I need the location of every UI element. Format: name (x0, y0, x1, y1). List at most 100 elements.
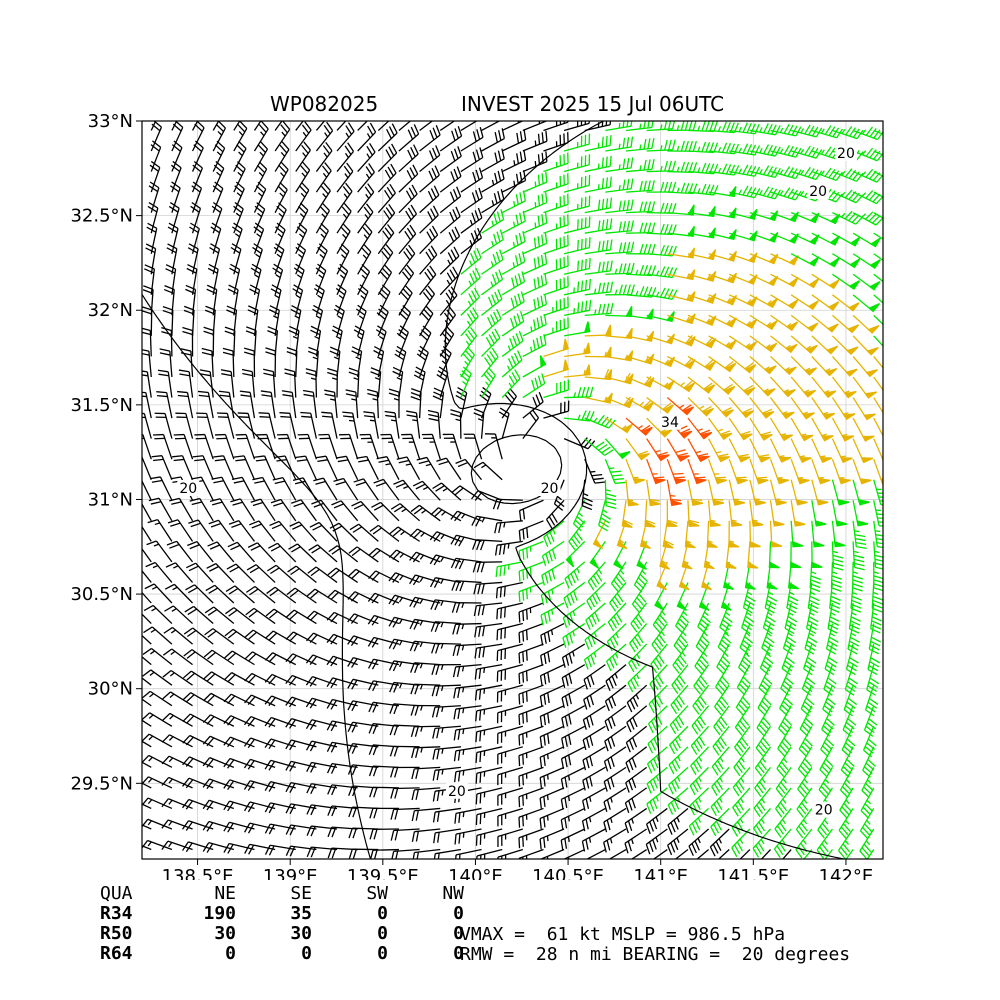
barb-staff (393, 638, 420, 645)
barb-half-flag (330, 398, 336, 401)
barb-full-flag (413, 124, 420, 135)
barb-full-flag (434, 165, 440, 176)
barb-staff (232, 628, 255, 645)
barb-staff (398, 133, 420, 152)
barb-half-flag (338, 294, 344, 299)
barb-full-flag (284, 368, 295, 373)
barb-full-flag (185, 584, 195, 591)
barb-half-flag (357, 335, 363, 340)
wind-barb (376, 456, 400, 481)
barb-full-flag (202, 714, 211, 723)
barb-half-flag (299, 233, 304, 238)
barb-staff (243, 455, 256, 480)
barb-full-flag (431, 167, 437, 179)
barb-full-flag (524, 109, 526, 119)
wind-barb (225, 585, 255, 604)
barb-staff (270, 392, 276, 419)
barb-half-flag (302, 152, 307, 158)
barb-full-flag (243, 737, 252, 747)
wind-barb (190, 201, 202, 234)
barb-staff (311, 783, 338, 789)
barb-full-flag (167, 243, 178, 250)
barb-full-flag (601, 136, 604, 148)
barb-full-flag (412, 164, 419, 175)
barb-full-flag (302, 389, 314, 393)
barb-full-flag (518, 776, 521, 787)
barb-staff (234, 585, 255, 604)
barb-staff (320, 499, 338, 522)
barb-full-flag (233, 455, 245, 458)
barb-staff (355, 392, 359, 419)
barb-full-flag (349, 102, 354, 111)
barb-staff (372, 848, 399, 851)
wind-barb (244, 822, 276, 834)
barb-full-flag (191, 201, 201, 209)
barb-full-flag (258, 124, 267, 133)
wind-barb (377, 264, 393, 296)
barb-full-flag (186, 629, 197, 638)
barb-full-flag (224, 650, 233, 659)
barb-full-flag (351, 701, 358, 712)
barb-full-flag (223, 715, 232, 725)
barb-half-flag (129, 736, 133, 740)
barb-half-flag (740, 859, 742, 864)
barb-full-flag (208, 587, 219, 594)
wind-barb (300, 411, 318, 439)
barb-staff (252, 651, 276, 666)
barb-full-flag (692, 864, 696, 874)
barb-staff (171, 309, 174, 336)
barb-full-flag (348, 806, 353, 818)
wind-barb (231, 222, 243, 254)
barb-full-flag (244, 651, 253, 660)
barb-half-flag (148, 735, 154, 741)
barb-staff (294, 587, 317, 604)
barb-staff (166, 392, 173, 419)
barb-full-flag (343, 202, 352, 212)
barb-staff (419, 174, 440, 193)
barb-full-flag (125, 562, 135, 566)
barb-full-flag (369, 787, 374, 798)
barb-full-flag (388, 617, 395, 627)
wind-barb (268, 542, 297, 563)
wind-barb (419, 265, 437, 296)
barb-staff (177, 519, 194, 542)
barb-staff (191, 649, 214, 666)
barb-staff (253, 148, 269, 172)
wind-barb (284, 368, 297, 398)
wind-barb (206, 563, 235, 583)
barb-full-flag (190, 522, 201, 528)
barb-staff (295, 149, 311, 172)
barb-full-flag (193, 160, 203, 169)
barb-staff (171, 248, 178, 275)
barb-staff (171, 127, 184, 152)
barb-full-flag (310, 325, 321, 332)
barb-full-flag (373, 808, 378, 819)
barb-full-flag (227, 674, 236, 683)
barb-staff (175, 562, 194, 583)
barb-full-flag (402, 288, 411, 297)
barb-full-flag (362, 226, 371, 236)
barb-full-flag (151, 455, 163, 458)
barb-full-flag (372, 549, 381, 558)
barb-full-flag (206, 673, 216, 682)
barb-full-flag (276, 222, 286, 231)
barb-half-flag (148, 756, 153, 762)
barb-full-flag (121, 734, 129, 741)
wind-barb (142, 698, 152, 707)
barb-staff (186, 392, 194, 419)
barb-staff (142, 803, 152, 810)
barb-full-flag (518, 673, 521, 685)
wind-barb (175, 412, 194, 439)
barb-full-flag (201, 347, 213, 352)
barb-staff (170, 691, 193, 707)
barb-full-flag (269, 520, 280, 527)
wind-barb (371, 501, 400, 522)
barb-full-flag (142, 647, 152, 655)
barb-full-flag (479, 792, 482, 804)
barb-full-flag (230, 498, 241, 503)
barb-full-flag (256, 164, 266, 174)
wind-barb (204, 606, 235, 625)
barb-half-flag (462, 728, 465, 735)
barb-half-flag (347, 113, 350, 117)
barb-half-flag (322, 193, 327, 198)
